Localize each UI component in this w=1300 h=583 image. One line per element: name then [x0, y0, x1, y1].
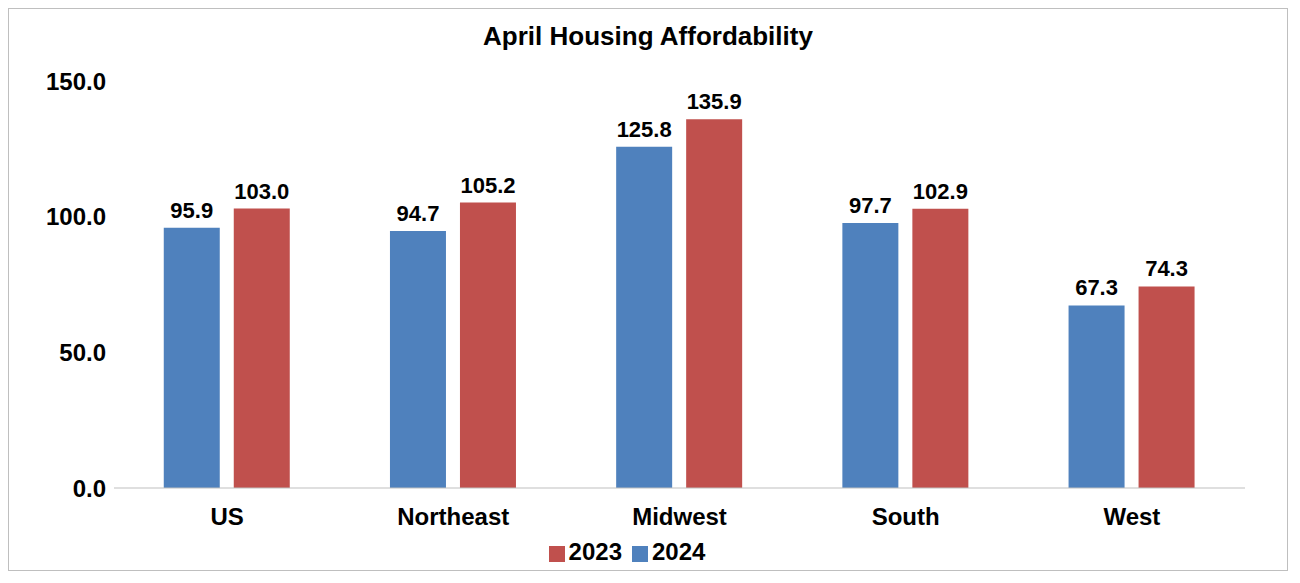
svg-text:100.0: 100.0: [46, 203, 106, 230]
svg-text:125.8: 125.8: [617, 117, 672, 142]
svg-text:103.0: 103.0: [234, 179, 289, 204]
svg-text:South: South: [872, 503, 940, 530]
html-text:2024: 2024: [652, 538, 706, 565]
svg-text:97.7: 97.7: [849, 193, 892, 218]
svg-text:Northeast: Northeast: [397, 503, 509, 530]
svg-text:95.9: 95.9: [170, 198, 213, 223]
svg-text:94.7: 94.7: [397, 201, 440, 226]
svg-text:US: US: [210, 503, 243, 530]
svg-text:0.0: 0.0: [73, 475, 106, 502]
svg-text:Midwest: Midwest: [632, 503, 727, 530]
svg-text:102.9: 102.9: [913, 179, 968, 204]
svg-text:West: West: [1103, 503, 1160, 530]
html-text:April Housing Affordability: April Housing Affordability: [483, 21, 813, 51]
svg-text:105.2: 105.2: [460, 173, 515, 198]
svg-text:50.0: 50.0: [59, 339, 106, 366]
html-text:2023: 2023: [568, 538, 622, 565]
svg-text:67.3: 67.3: [1075, 275, 1118, 300]
svg-text:74.3: 74.3: [1145, 256, 1188, 281]
svg-text:135.9: 135.9: [687, 89, 742, 114]
svg-text:150.0: 150.0: [46, 68, 106, 95]
